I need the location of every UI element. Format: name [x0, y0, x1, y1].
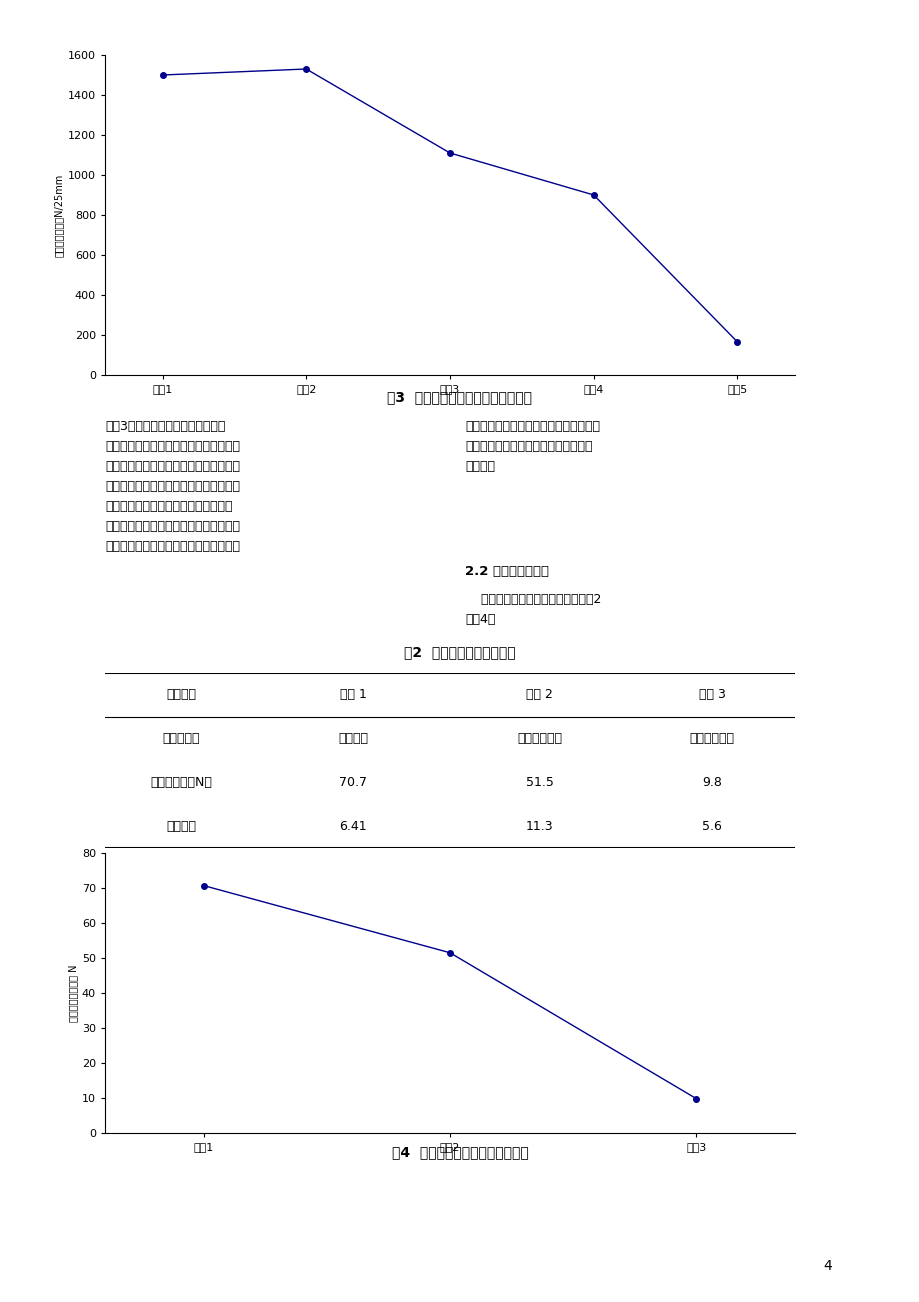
Text: 2.2 碳纤维鑉接强力: 2.2 碳纤维鑉接强力	[464, 565, 549, 578]
Text: 6.41: 6.41	[339, 820, 367, 832]
Text: 表2  三种碳纤维钉接强力値: 表2 三种碳纤维钉接强力値	[403, 644, 516, 659]
Text: 含微米级组元: 含微米级组元	[689, 732, 734, 745]
Text: 试样编号: 试样编号	[165, 689, 196, 702]
Text: 5.6: 5.6	[701, 820, 721, 832]
Text: 由图3可看出，碳布穿刺后，强力値
降低，说明穿刺对碳布有一定的损伤；引
入组元过程中碳布没有损伤，含组元碳布
穿刺后的拉伸断裂强力进一步降低，说明
含组元的碳布: 由图3可看出，碳布穿刺后，强力値 降低，说明穿刺对碳布有一定的损伤；引 入组元过…	[105, 421, 240, 553]
Text: 图4  三种碳纤维钉接强力测试结果: 图4 三种碳纤维钉接强力测试结果	[391, 1144, 528, 1159]
Text: 70.7: 70.7	[339, 776, 367, 789]
Text: 纳米级组元对碳布穿刺造成的损伤大；说
明粒径越大的组元引入碳布后的穿刺损
伤越大。: 纳米级组元对碳布穿刺造成的损伤大；说 明粒径越大的组元引入碳布后的穿刺损 伤越大…	[464, 421, 599, 473]
Text: 绝对偏差: 绝对偏差	[165, 820, 196, 832]
Y-axis label: 碳纤维钉接强力値 N: 碳纤维钉接强力値 N	[68, 965, 77, 1022]
Text: 4: 4	[823, 1259, 832, 1273]
Text: 含纳米级组元: 含纳米级组元	[516, 732, 562, 745]
Text: 试样 3: 试样 3	[698, 689, 725, 702]
Y-axis label: 碳布抗拉断裂力N/25mm: 碳布抗拉断裂力N/25mm	[53, 173, 63, 256]
Text: 图3  五种碳布拉伸断裂强力测试结果: 图3 五种碳布拉伸断裂强力测试结果	[387, 391, 532, 404]
Text: 51.5: 51.5	[525, 776, 553, 789]
Text: 9.8: 9.8	[701, 776, 721, 789]
Text: 钉接强力値（N）: 钉接强力値（N）	[150, 776, 211, 789]
Text: 三种碳纤维的鑉接强力测试値见表2
和图4：: 三种碳纤维的鑉接强力测试値见表2 和图4：	[464, 592, 601, 626]
Text: 11.3: 11.3	[526, 820, 553, 832]
Text: 不含组元: 不含组元	[338, 732, 368, 745]
Text: 试样 2: 试样 2	[526, 689, 552, 702]
Text: 含组元情况: 含组元情况	[162, 732, 199, 745]
Text: 试样 1: 试样 1	[340, 689, 367, 702]
